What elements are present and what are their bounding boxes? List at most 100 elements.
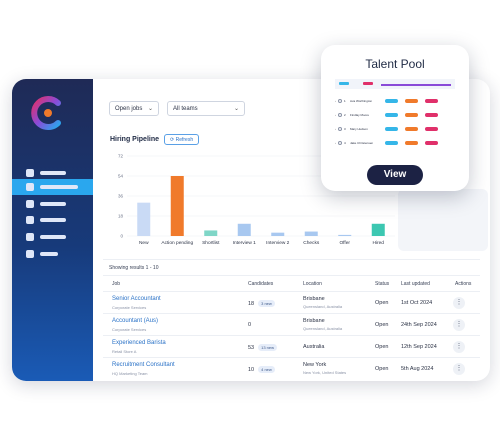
more-actions-icon[interactable]: ⋮ xyxy=(453,319,465,331)
more-actions-icon[interactable]: ⋮ xyxy=(453,341,465,353)
location-city: Brisbane xyxy=(303,318,325,324)
select-radio[interactable] xyxy=(338,141,342,145)
pipeline-title: Hiring Pipeline xyxy=(110,136,160,143)
sidebar-item-label xyxy=(40,185,78,189)
bar-hired[interactable] xyxy=(371,223,385,236)
table-row[interactable]: Recruitment Consultant HQ Marketing Team… xyxy=(103,357,480,379)
more-actions-icon[interactable]: ⋮ xyxy=(453,297,465,309)
stage-pill xyxy=(405,127,418,131)
sidebar-item-6[interactable] xyxy=(26,249,58,259)
row-number: 2 xyxy=(344,113,346,117)
stage-pill xyxy=(405,99,418,103)
talent-row[interactable]: › 3 Mary Hudson xyxy=(335,123,455,135)
location-region: Queensland, Australia xyxy=(303,304,343,309)
stage-pill xyxy=(385,99,398,103)
divider xyxy=(103,259,480,260)
candidate-count: 53 xyxy=(248,344,255,351)
header-candidates[interactable]: Candidates xyxy=(248,281,274,287)
y-tick-label: 72 xyxy=(118,154,124,159)
pipeline-header: Hiring Pipeline ⟳ Refresh xyxy=(110,134,200,145)
y-tick-label: 54 xyxy=(118,174,124,179)
x-tick-label: Interview 2 xyxy=(266,240,290,246)
sidebar-item-icon xyxy=(26,233,34,241)
header-status[interactable]: Status xyxy=(375,281,390,287)
candidate-name: Jake Christensen xyxy=(350,141,374,145)
new-candidates-badge: 3 new xyxy=(258,300,275,307)
bar-new[interactable] xyxy=(137,202,151,236)
stage-pill xyxy=(425,127,438,131)
job-team: Retail Store A xyxy=(112,349,137,354)
bar-checks[interactable] xyxy=(304,231,318,236)
table-row[interactable]: Senior Accountant Corporate Services 18 … xyxy=(103,291,480,313)
header-job[interactable]: Job xyxy=(112,281,121,287)
chevron-right-icon[interactable]: › xyxy=(335,113,336,117)
header-last-updated[interactable]: Last updated xyxy=(401,281,430,287)
sidebar-item-icon xyxy=(26,183,34,191)
stage-pill xyxy=(425,113,438,117)
header-location[interactable]: Location xyxy=(303,281,322,287)
chevron-down-icon: ⌄ xyxy=(233,106,239,112)
talent-pool-card: Talent Pool › 1 Ava Worthington › 2 Fin xyxy=(321,45,469,191)
bar-action-pending[interactable] xyxy=(170,176,184,236)
talent-pool-table: › 1 Ava Worthington › 2 Findlay Moore › xyxy=(331,79,459,169)
sidebar-item-4[interactable] xyxy=(26,215,66,225)
job-title-link[interactable]: Accountant (Aus) xyxy=(112,318,159,324)
bar-offer[interactable] xyxy=(338,234,352,236)
table-header: Job Candidates Location Status Last upda… xyxy=(103,281,480,295)
talent-row[interactable]: › 2 Findlay Moore xyxy=(335,109,455,121)
job-title-link[interactable]: Experienced Barista xyxy=(112,340,166,346)
sidebar-item-3[interactable] xyxy=(26,199,66,209)
talent-row[interactable]: › 4 Jake Christensen xyxy=(335,137,455,149)
table-row[interactable]: Accountant (Aus) Corporate Services 0 Br… xyxy=(103,313,480,335)
filter-bar: Open jobs ⌄ All teams ⌄ xyxy=(109,101,245,116)
location-region: Queensland, Australia xyxy=(303,326,343,331)
job-title-link[interactable]: Recruitment Consultant xyxy=(112,362,175,368)
select-radio[interactable] xyxy=(338,127,342,131)
sidebar-item-2[interactable] xyxy=(26,182,78,192)
sidebar xyxy=(12,79,93,381)
x-tick-label: Interview 1 xyxy=(233,240,257,246)
jobs-filter-value: Open jobs xyxy=(115,105,143,112)
new-candidates-badge: 13 new xyxy=(258,344,278,351)
sidebar-item-1[interactable] xyxy=(26,168,66,178)
select-radio[interactable] xyxy=(338,113,342,117)
sidebar-item-icon xyxy=(26,169,34,177)
candidate-name: Ava Worthington xyxy=(350,99,373,103)
location-city: New York xyxy=(303,362,327,368)
candidate-name: Findlay Moore xyxy=(350,113,370,117)
jobs-filter-select[interactable]: Open jobs ⌄ xyxy=(109,101,159,116)
job-status: Open xyxy=(375,366,389,372)
bar-interview-1[interactable] xyxy=(237,223,251,236)
x-tick-label: New xyxy=(139,240,149,246)
refresh-button[interactable]: ⟳ Refresh xyxy=(164,134,200,145)
select-radio[interactable] xyxy=(338,99,342,103)
sidebar-item-5[interactable] xyxy=(26,232,66,242)
stage-pill xyxy=(385,141,398,145)
job-team: Corporate Services xyxy=(112,327,147,332)
chevron-right-icon[interactable]: › xyxy=(335,127,336,131)
more-actions-icon[interactable]: ⋮ xyxy=(453,363,465,375)
bar-interview-2[interactable] xyxy=(271,232,285,236)
candidate-count: 18 xyxy=(248,300,255,307)
talent-row[interactable]: › 1 Ava Worthington xyxy=(335,95,455,107)
y-tick-label: 0 xyxy=(120,234,123,239)
stage-pill xyxy=(425,141,438,145)
chevron-right-icon[interactable]: › xyxy=(335,99,336,103)
stage-pill xyxy=(405,113,418,117)
view-talent-pool-button[interactable]: View xyxy=(367,165,423,185)
last-updated-date: 5th Aug 2024 xyxy=(401,366,434,372)
sidebar-item-label xyxy=(40,235,66,239)
header-marker xyxy=(339,82,349,85)
candidate-count: 10 xyxy=(248,366,255,373)
job-title-link[interactable]: Senior Accountant xyxy=(112,296,161,302)
table-row[interactable]: Experienced Barista Retail Store A 53 13… xyxy=(103,335,480,357)
teams-filter-select[interactable]: All teams ⌄ xyxy=(167,101,245,116)
candidates-cell: 10 4 new xyxy=(248,366,275,373)
bar-shortlist[interactable] xyxy=(204,230,218,236)
chevron-right-icon[interactable]: › xyxy=(335,141,336,145)
x-tick-label: Action pending xyxy=(161,240,193,246)
sidebar-item-label xyxy=(40,252,58,256)
location-city: Brisbane xyxy=(303,296,325,302)
stage-pill xyxy=(405,141,418,145)
new-candidates-badge: 4 new xyxy=(258,366,275,373)
